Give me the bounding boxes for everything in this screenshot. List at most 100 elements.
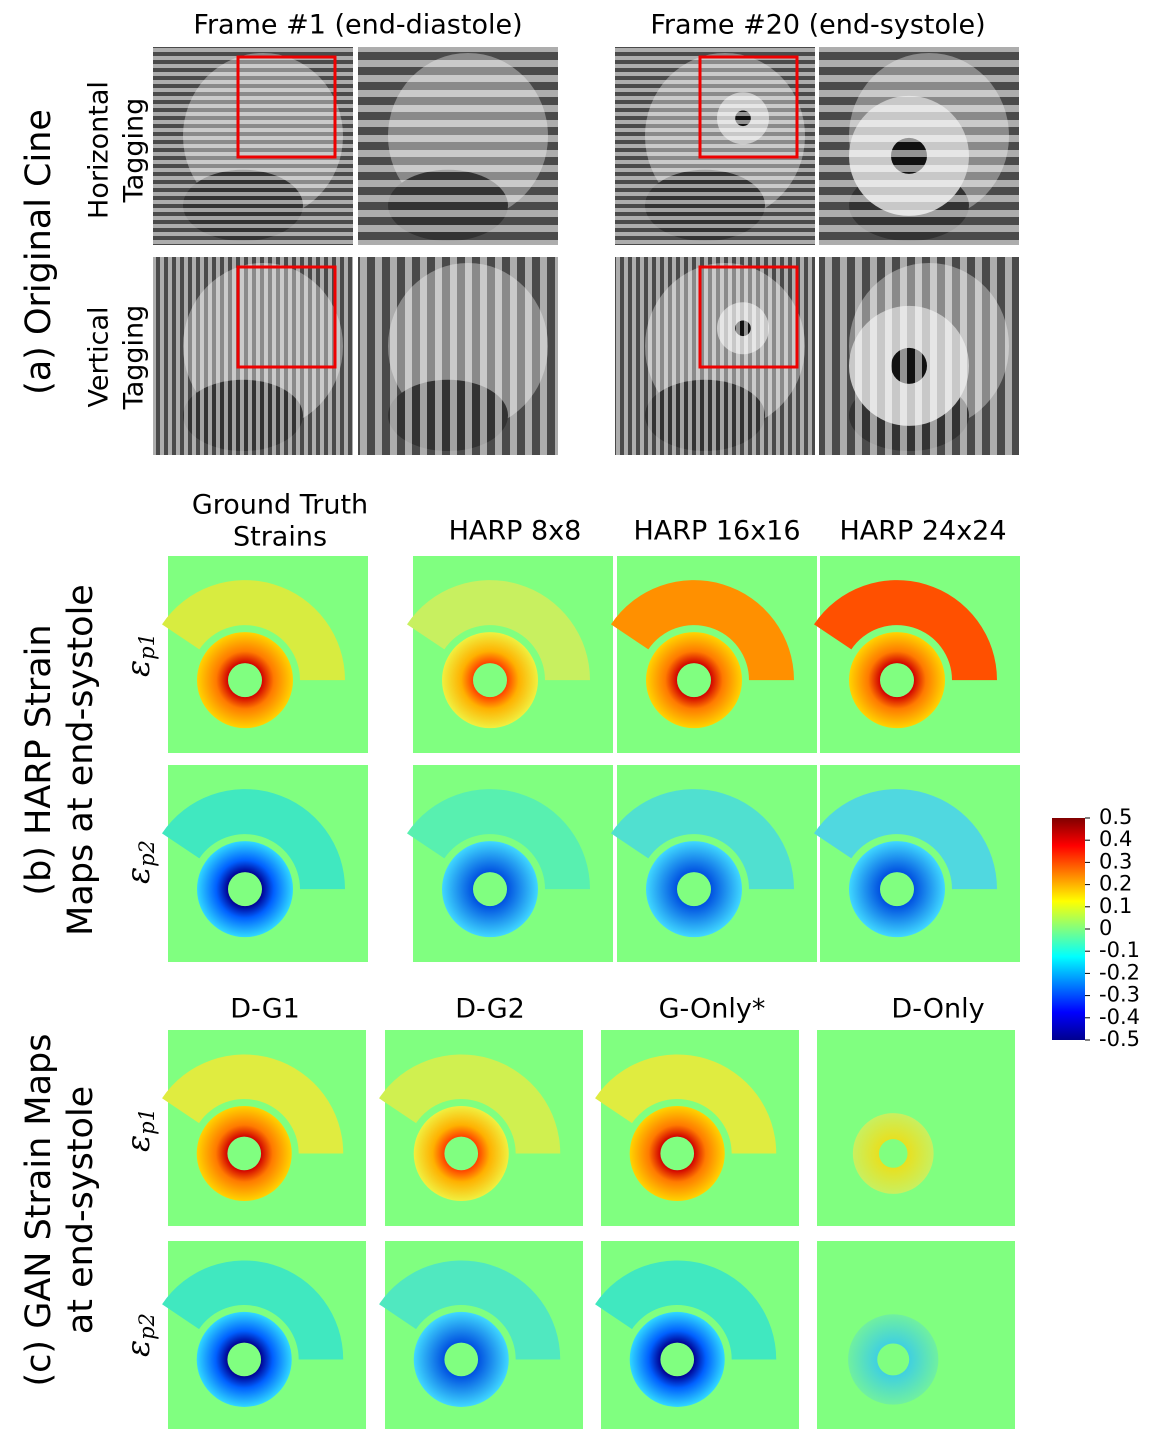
subscript: p1 [135,1108,159,1135]
label: Strains [233,522,327,553]
wedge [813,789,997,890]
label: D-G1 [230,994,300,1025]
label: Tagging [119,305,150,411]
colorbar-tick-label: 0.1 [1099,894,1132,918]
wedge [162,1260,344,1360]
mri-image [153,47,353,245]
strain-map [817,1241,1015,1429]
label: Frame #1 (end-diastole) [193,10,522,41]
colorbar-tick-label: 0 [1099,916,1112,940]
wedge [406,580,590,681]
label: (c) GAN Strain Maps [19,1034,59,1387]
strain-map [610,556,817,753]
hole [227,1136,262,1171]
strain-symbol: εp1 [119,633,159,677]
colorbar-tick-label: -0.5 [1099,1027,1140,1051]
wedge [610,789,794,890]
hole [880,872,914,907]
colorbar-tick-label: 0.3 [1099,849,1132,873]
strain-symbol: εp1 [119,1108,159,1152]
label: Ground Truth [192,490,368,521]
strain-symbol: εp2 [119,1313,159,1357]
strain-map [161,556,368,753]
strain-symbol: εp2 [119,840,159,884]
label: (b) HARP Strain [19,624,59,895]
subscript: p2 [135,840,159,867]
label: HARP 8x8 [449,516,582,547]
roi-box [698,55,799,159]
colorbar-tick-label: -0.3 [1099,983,1140,1007]
hole [677,663,711,698]
hole [660,1136,695,1171]
strain-map [610,765,817,962]
strain-map [406,765,613,962]
roi-box [236,55,337,159]
strain-map [379,1030,583,1226]
colorbar-tick-label: 0.2 [1099,872,1132,896]
label: D-Only [891,994,984,1025]
wedge [379,1260,561,1360]
strain-map [379,1241,583,1429]
wedge [161,789,345,890]
colorbar-tick-label: -0.2 [1099,960,1140,984]
symbol: ε [119,1340,157,1357]
tag-lines [358,257,558,455]
mri-image [358,257,558,455]
hole [473,663,507,698]
label: Horizontal [84,81,115,219]
label: at end-systole [61,1086,101,1334]
label: G-Only* [659,994,766,1025]
mri-image [819,257,1019,455]
tag-lines [153,47,353,245]
subscript: p1 [135,633,159,660]
hole [227,1342,262,1377]
strain-map [162,1030,366,1226]
wedge [161,580,345,681]
label: (a) Original Cine [19,109,59,395]
colorbar-tick-label: 0.5 [1099,805,1132,829]
strain-map [595,1030,799,1226]
label: D-G2 [455,994,525,1025]
wedge [595,1054,777,1154]
wedge [379,1054,561,1154]
hole [660,1342,695,1377]
strain-map [813,765,1020,962]
tag-lines [819,47,1019,245]
label: Tagging [119,98,150,204]
tag-lines [358,47,558,245]
hole [444,1136,479,1171]
colorbar-tick-label: -0.4 [1099,1005,1140,1029]
mri-image [819,47,1019,245]
label: Vertical [84,306,115,407]
hole [473,872,507,907]
strain-map [595,1241,799,1429]
hole [878,1139,908,1168]
strain-map [813,556,1020,753]
wedge [813,580,997,681]
strain-map [161,765,368,962]
wedge [162,1054,344,1154]
label: HARP 16x16 [633,516,800,547]
label: HARP 24x24 [839,516,1006,547]
hole [880,663,914,698]
symbol: ε [119,867,157,884]
colorbar-tick-label: 0.4 [1099,827,1132,851]
mri-image [358,47,558,245]
tag-lines [615,47,815,245]
strain-map [406,556,613,753]
colorbar-tick-label: -0.1 [1099,938,1140,962]
mri-image [153,257,353,455]
symbol: ε [119,660,157,677]
colorbar [1052,818,1085,1040]
tag-lines [819,257,1019,455]
roi-box [236,265,337,369]
mri-image [615,47,815,245]
roi-box [698,265,799,369]
symbol: ε [119,1135,157,1152]
strain-map [817,1030,1015,1226]
tag-lines [153,257,353,455]
mri-image [615,257,815,455]
hole [677,872,711,907]
strain-map [162,1241,366,1429]
